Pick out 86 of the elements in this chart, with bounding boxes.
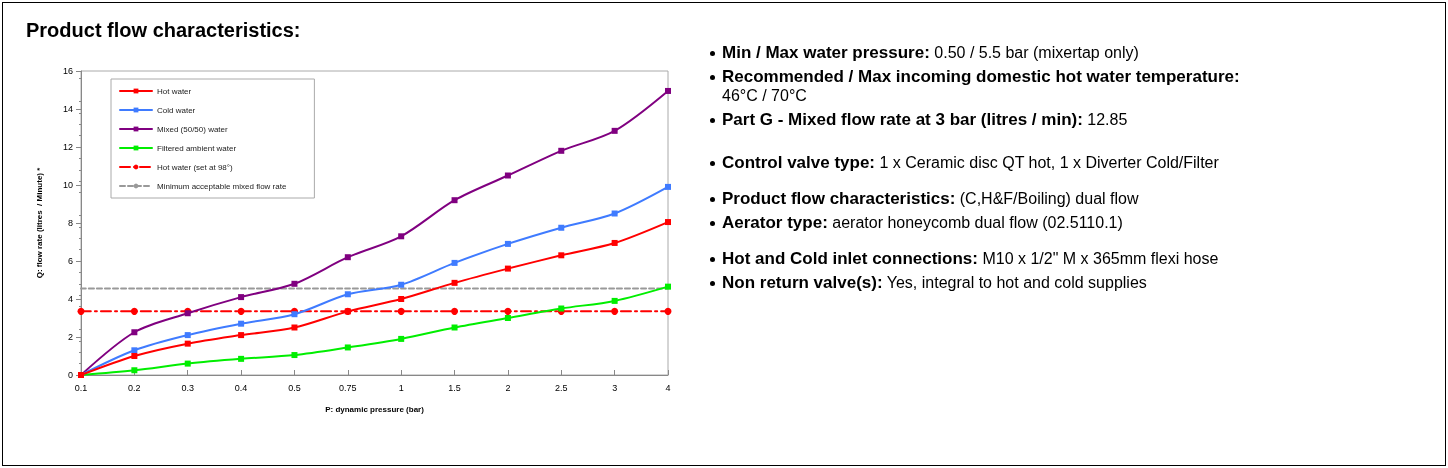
- x-tick-label: 2: [505, 382, 511, 393]
- legend-label: Cold water: [157, 105, 196, 115]
- text: Recommended / Max incoming domestic hot water temperature: 46°C / 70°C: [722, 67, 1241, 105]
- point: [131, 329, 138, 336]
- point: [451, 279, 458, 286]
- y-tick-label: 16: [62, 66, 73, 76]
- legend-label: Filtered ambient water: [157, 143, 237, 153]
- point: [184, 340, 191, 347]
- y-tick-label: 10: [62, 180, 73, 190]
- x-tick-label: 4: [665, 382, 671, 393]
- text: Non return valve(s): Yes, integral to hot and cold supplies: [722, 273, 1148, 292]
- point: [611, 210, 618, 217]
- point: [344, 344, 351, 351]
- text: Aerator type: aerator honeycomb dual flow (02.5110.1): [722, 213, 1124, 232]
- point: [291, 311, 298, 318]
- y-tick-label: 2: [67, 332, 73, 342]
- point: [398, 296, 405, 302]
- y-tick-label: 14: [62, 104, 73, 114]
- point: [504, 315, 511, 321]
- legend-label: Hot water (set at 98°): [157, 162, 234, 172]
- x-tick-label: 0.3: [181, 382, 194, 393]
- point: [611, 127, 618, 134]
- point: [291, 324, 298, 331]
- legend-label: Hot water: [157, 86, 192, 96]
- text: Control valve type: 1 x Ceramic disc QT hot, 1 x Diverter Cold/Filter: [722, 153, 1220, 172]
- point: [344, 254, 351, 261]
- x-tick-label: 0.2: [128, 382, 141, 393]
- point: [291, 352, 298, 359]
- x-axis-title: P: dynamic pressure (bar): [325, 404, 425, 414]
- chart-title: Product flow characteristics:: [26, 19, 301, 41]
- point: [611, 307, 619, 315]
- point: [184, 332, 191, 339]
- point: [611, 239, 618, 246]
- point: [664, 307, 672, 315]
- point: [665, 283, 671, 290]
- point: [558, 224, 565, 231]
- text: Min / Max water pressure: 0.50 / 5.5 bar (mixertap only): [722, 43, 1140, 62]
- point: [611, 297, 618, 304]
- x-tick-label: 0.75: [339, 382, 357, 393]
- point: [451, 259, 458, 266]
- point: [558, 252, 565, 259]
- y-tick-label: 12: [62, 142, 73, 152]
- legend-label: Minimum acceptable mixed flow rate: [157, 181, 287, 191]
- point: [291, 280, 298, 287]
- legend-label: Mixed (50/50) water: [157, 124, 229, 134]
- x-tick-label: 0.5: [288, 382, 301, 393]
- point: [131, 347, 138, 354]
- point: [131, 353, 138, 359]
- y-tick-label: 8: [67, 218, 73, 228]
- point: [238, 355, 245, 362]
- point: [665, 87, 671, 94]
- point: [398, 335, 405, 342]
- point: [504, 307, 512, 315]
- point: [238, 332, 245, 339]
- x-tick-label: 2.5: [555, 382, 568, 393]
- point: [238, 294, 245, 301]
- point: [344, 291, 351, 298]
- point: [237, 307, 245, 315]
- x-tick-label: 1.5: [448, 382, 461, 393]
- point: [130, 307, 138, 315]
- point: [184, 360, 191, 367]
- point: [558, 147, 565, 154]
- text: Hot and Cold inlet connections: M10 x 1/2" M x 365mm flexi hose: [722, 249, 1220, 268]
- point: [665, 219, 671, 226]
- text: Part G - Mixed flow rate at 3 bar (litres / min): 12.85: [722, 110, 1129, 129]
- point: [504, 265, 511, 272]
- text: Product flow characteristics: (C,H&F/Boiling) dual flow: [722, 189, 1140, 208]
- point: [77, 307, 85, 315]
- point: [451, 324, 458, 331]
- y-axis-title: Q: flow rate (litres / Minute) *: [34, 166, 44, 279]
- x-tick-label: 1: [398, 382, 404, 393]
- y-tick-label: 4: [67, 294, 73, 304]
- y-tick-label: 6: [67, 256, 73, 266]
- point: [398, 281, 405, 288]
- x-tick-label: 3: [612, 382, 618, 393]
- point: [451, 197, 458, 204]
- point: [504, 172, 511, 179]
- point: [238, 320, 245, 327]
- point: [504, 240, 511, 247]
- point: [398, 233, 405, 240]
- point: [397, 307, 405, 315]
- point: [665, 183, 671, 190]
- x-tick-label: 0.4: [234, 382, 248, 393]
- point: [451, 307, 459, 315]
- y-tick-label: 0: [67, 370, 73, 380]
- x-tick-label: 0.1: [74, 382, 88, 393]
